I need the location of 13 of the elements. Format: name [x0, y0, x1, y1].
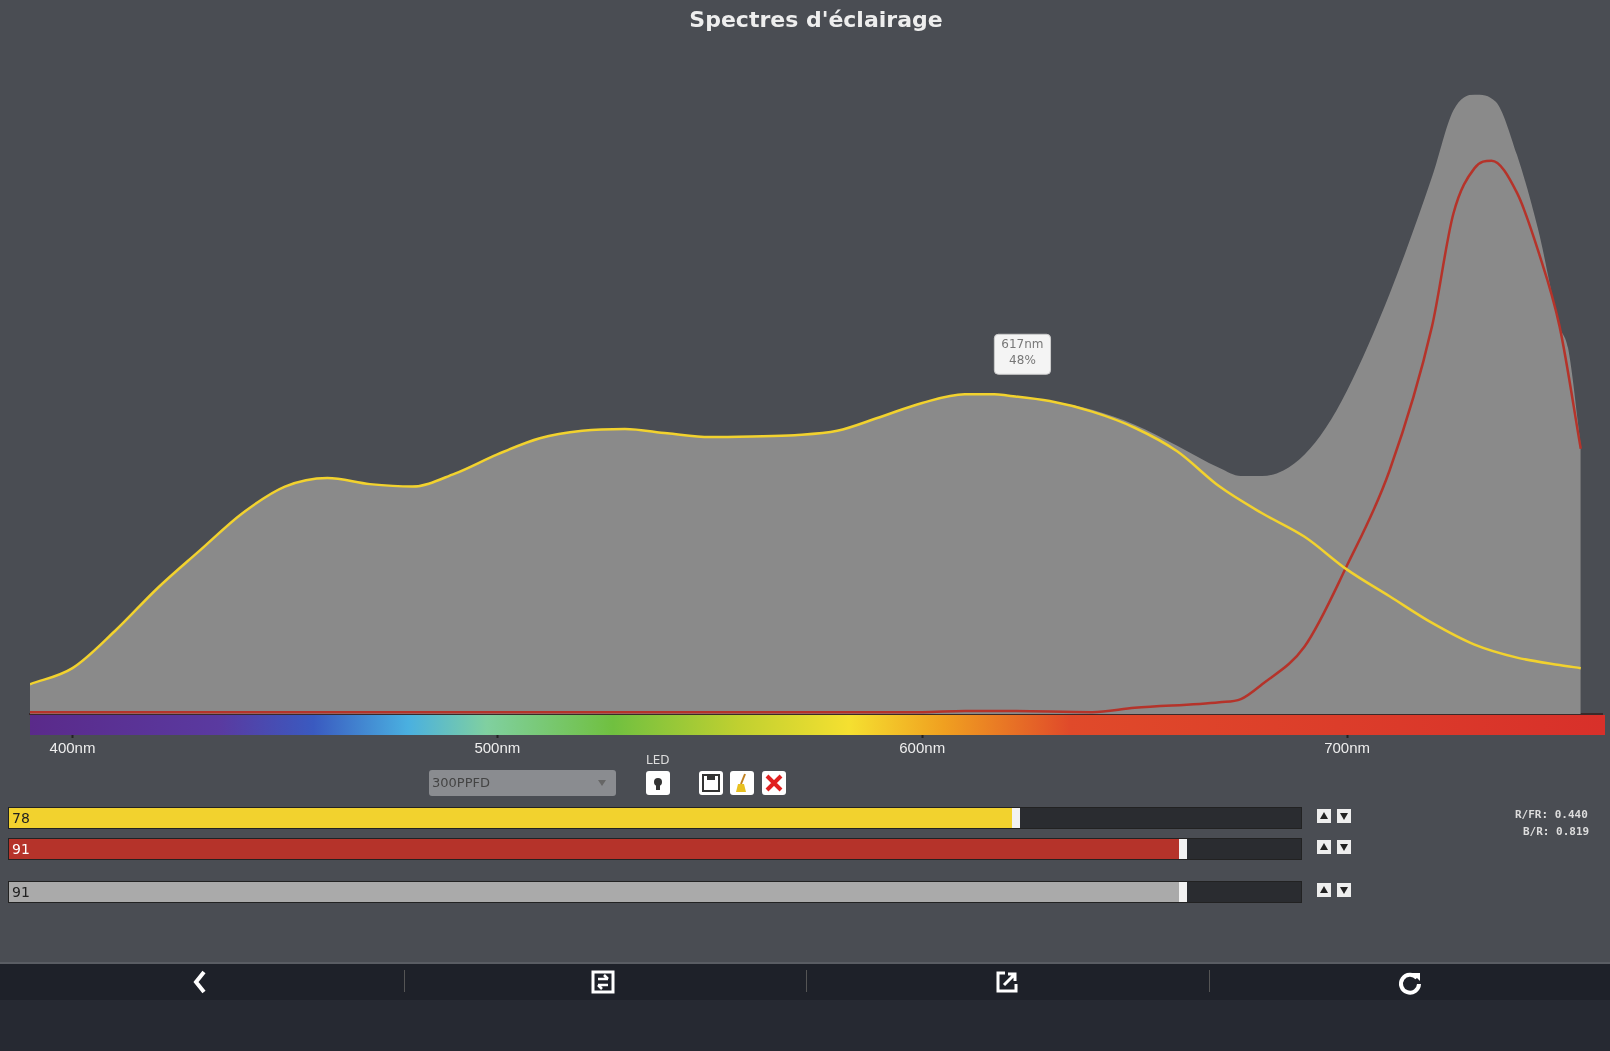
annotation: 617nm 48%	[1001, 337, 1044, 368]
text: 91	[12, 841, 30, 857]
text: R/FR: 0.440	[1515, 808, 1588, 821]
x-tick-label: 700nm	[1324, 739, 1371, 757]
x-tick-label: 500nm	[474, 739, 521, 757]
text: 91	[12, 884, 30, 900]
chart-title: Spectres d'éclairage	[689, 6, 943, 32]
x-tick-label: 400nm	[49, 739, 96, 757]
x-tick-label: 600nm	[899, 739, 946, 757]
text: 78	[12, 810, 30, 826]
text: B/R: 0.819	[1523, 825, 1590, 838]
text: LED	[646, 753, 670, 767]
dropdown-field: 300PPFD	[429, 770, 616, 796]
